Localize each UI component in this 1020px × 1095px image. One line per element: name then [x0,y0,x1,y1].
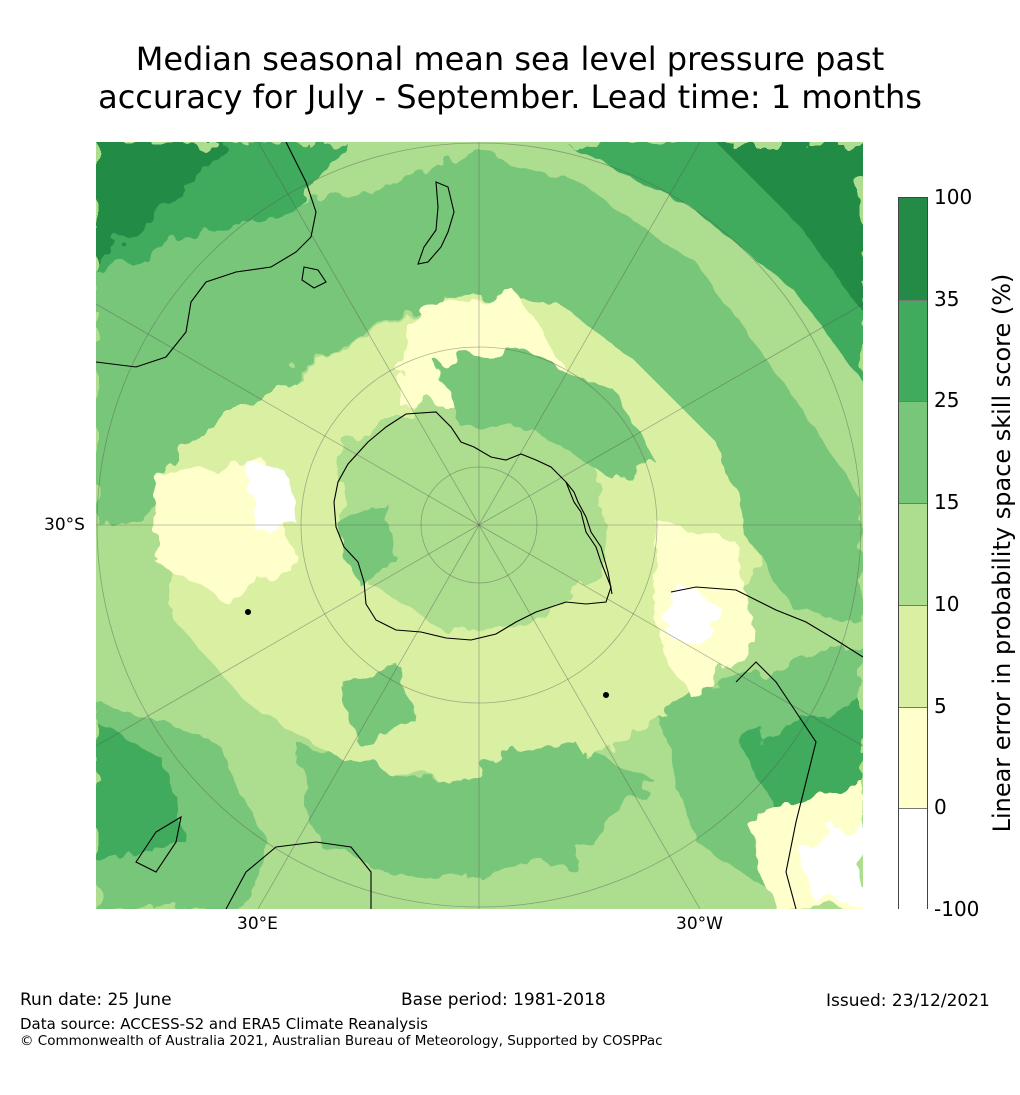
colorbar-bin [899,503,927,605]
colorbar-tick-label: 25 [934,388,960,413]
skill-field-patches [96,142,863,909]
data-source: Data source: ACCESS-S2 and ERA5 Climate … [20,1015,428,1033]
label-30w: 30°W [676,914,723,934]
colorbar-bin [899,299,927,402]
madagascar [135,815,182,873]
graticule [96,142,863,909]
title-line-1: Median seasonal mean sea level pressure … [135,40,885,78]
colorbar-bin [899,604,927,707]
colorbar-tick-label: -100 [934,897,980,921]
colorbar [898,197,928,910]
label-30e: 30°E [237,914,278,934]
south-america-coast-east [735,661,817,909]
base-period: Base period: 1981-2018 [401,990,606,1010]
antarctic-peninsula [565,481,613,595]
new-zealand [417,181,455,265]
label-30s: 30°S [44,515,85,535]
colorbar-tick-label: 100 [934,185,973,209]
colorbar-bin [899,706,927,809]
colorbar-bin [899,401,927,504]
tasmania [301,266,327,289]
colorbar-label: Linear error in probability space skill … [988,273,1016,833]
south-america-coast [670,586,863,658]
copyright-notice: © Commonwealth of Australia 2021, Austra… [20,1033,663,1049]
polar-skill-map [96,142,863,909]
run-date: Run date: 25 June [20,990,172,1010]
colorbar-tick-label: 10 [934,591,960,616]
chart-title: Median seasonal mean sea level pressure … [0,40,1020,116]
colorbar-tick-label: 15 [934,490,960,515]
issued-date: Issued: 23/12/2021 [826,991,990,1011]
colorbar-tick-label: 35 [934,286,960,311]
coastlines [96,142,863,909]
title-line-2: accuracy for July - September. Lead time… [98,78,922,116]
colorbar-tick-label: 5 [934,693,947,718]
antarctica-coast [333,411,612,641]
colorbar-bin [899,198,927,300]
africa-coast [225,841,372,909]
colorbar-bin [899,808,927,910]
colorbar-tick-label: 0 [934,795,947,820]
australia-coast [96,142,317,368]
